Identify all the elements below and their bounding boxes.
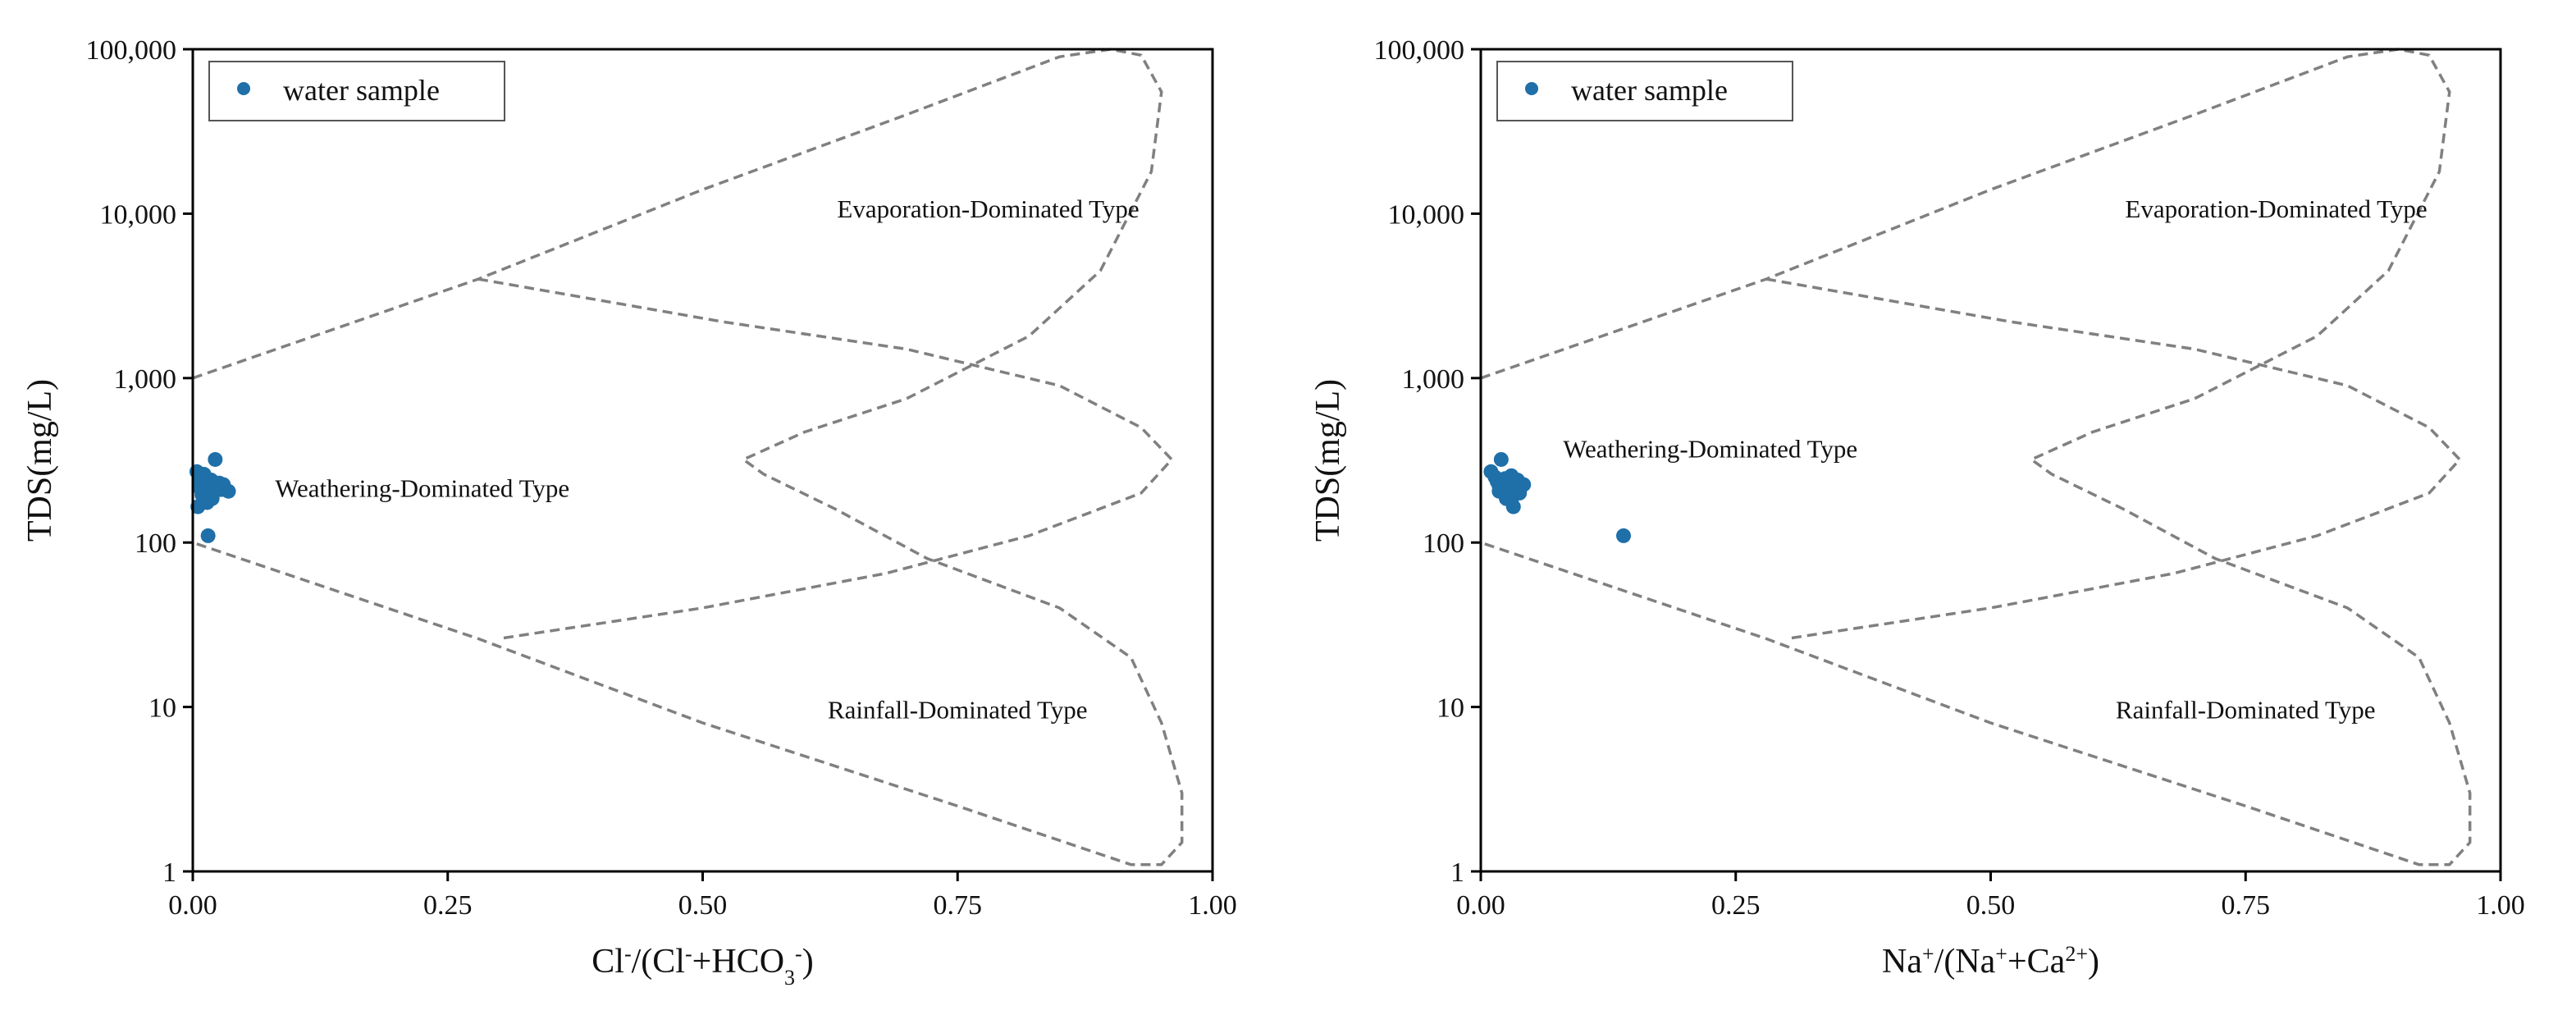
y-tick-label: 100 bbox=[1423, 528, 1464, 559]
x-title-part: /(Na bbox=[1934, 943, 1996, 981]
boundary-outer-curve bbox=[1480, 48, 2472, 866]
x-tick-label: 1.00 bbox=[2476, 890, 2525, 921]
plot-frame-left bbox=[191, 48, 1214, 873]
data-point bbox=[221, 483, 236, 499]
boundary-inner-curve bbox=[1765, 277, 2462, 641]
y-tick-label: 1 bbox=[1450, 857, 1464, 888]
x-title-sub: 3 bbox=[784, 966, 795, 990]
y-tick-label: 10 bbox=[1436, 693, 1464, 724]
data-point bbox=[194, 487, 210, 503]
x-tick-label: 0.75 bbox=[2222, 890, 2271, 921]
x-title-part: +HCO bbox=[692, 943, 784, 981]
x-axis-title-left: Cl-/(Cl-+HCO3-) bbox=[591, 942, 813, 990]
x-title-sup: + bbox=[1922, 942, 1934, 966]
x-tick-label: 0.50 bbox=[678, 890, 728, 921]
chart-panel-right: 0.00 0.25 0.50 0.75 1.00 1 10 100 1,000 10,000 10… bbox=[1288, 0, 2576, 1015]
scatter-points-right bbox=[1483, 451, 1632, 543]
x-tick-label: 1.00 bbox=[1188, 890, 1237, 921]
x-title-sup: + bbox=[1995, 942, 2007, 966]
legend-box-left bbox=[208, 61, 505, 121]
x-title-sup: 2+ bbox=[2065, 942, 2088, 966]
data-point bbox=[1501, 480, 1517, 496]
chart-svg-right: 0.00 0.25 0.50 0.75 1.00 1 10 100 1,000 10,000 10… bbox=[1309, 35, 2525, 981]
x-tick-label: 0.75 bbox=[934, 890, 983, 921]
data-point bbox=[208, 451, 223, 467]
scatter-points-left bbox=[189, 451, 236, 543]
x-title-part: Na bbox=[1882, 943, 1922, 981]
x-tick-label: 0.50 bbox=[1966, 890, 2016, 921]
weathering-label-right: Weathering-Dominated Type bbox=[1563, 434, 1857, 463]
y-tick-label: 1,000 bbox=[114, 364, 177, 395]
boundary-outer-curve bbox=[192, 48, 1184, 866]
x-title-part: ) bbox=[2088, 943, 2099, 981]
legend-box-right bbox=[1496, 61, 1793, 121]
x-title-part: Cl bbox=[591, 943, 624, 981]
x-tick-label: 0.25 bbox=[1711, 890, 1761, 921]
gibbs-boundary-left bbox=[192, 48, 1184, 866]
data-point bbox=[1493, 451, 1509, 467]
y-tick-label: 1 bbox=[162, 857, 176, 888]
legend-label-right: water sample bbox=[1571, 74, 1728, 107]
y-tick-label: 10,000 bbox=[100, 199, 177, 230]
data-point bbox=[1504, 468, 1519, 483]
x-title-part: +Ca bbox=[2007, 943, 2066, 981]
x-title-part: /(Cl bbox=[632, 943, 685, 981]
chart-panel-left: 0.00 0.25 0.50 0.75 1.00 1 10 100 1,000 10,000 10… bbox=[21, 35, 1237, 990]
rainfall-label-left: Rainfall-Dominated Type bbox=[828, 696, 1088, 725]
x-title-sup: - bbox=[624, 942, 632, 966]
legend-marker-right bbox=[1525, 82, 1538, 95]
evaporation-label-right: Evaporation-Dominated Type bbox=[2125, 194, 2427, 223]
y-ticks-right: 1 10 100 1,000 10,000 100,000 bbox=[1374, 35, 1481, 888]
y-axis-title-right: TDS(mg/L) bbox=[1309, 379, 1347, 542]
y-tick-label: 10,000 bbox=[1388, 199, 1465, 230]
legend-right: water sample bbox=[1496, 61, 1793, 121]
evaporation-label-left: Evaporation-Dominated Type bbox=[837, 194, 1139, 223]
weathering-label-left: Weathering-Dominated Type bbox=[275, 473, 569, 502]
boundary-inner-curve bbox=[477, 277, 1174, 641]
data-point bbox=[190, 499, 206, 514]
y-tick-label: 1,000 bbox=[1402, 364, 1465, 395]
y-tick-label: 100 bbox=[135, 528, 176, 559]
gibbs-boundary-right bbox=[1480, 48, 2472, 866]
rainfall-label-right: Rainfall-Dominated Type bbox=[2116, 696, 2376, 725]
x-tick-label: 0.00 bbox=[168, 890, 217, 921]
data-point bbox=[200, 528, 216, 543]
x-title-sup: - bbox=[795, 942, 802, 966]
y-tick-label: 10 bbox=[148, 693, 176, 724]
x-tick-label: 0.00 bbox=[1456, 890, 1505, 921]
x-title-sup: - bbox=[685, 942, 692, 966]
data-point bbox=[1616, 528, 1632, 543]
legend-left: water sample bbox=[208, 61, 505, 121]
legend-marker-left bbox=[237, 82, 250, 95]
y-axis-title-left: TDS(mg/L) bbox=[21, 379, 59, 542]
x-title-part: ) bbox=[802, 943, 814, 981]
y-tick-label: 100,000 bbox=[86, 35, 177, 66]
x-tick-label: 0.25 bbox=[423, 890, 473, 921]
data-point bbox=[1516, 477, 1532, 492]
chart-svg-left: 0.00 0.25 0.50 0.75 1.00 1 10 100 1,000 10,000 10… bbox=[21, 35, 1237, 990]
y-tick-label: 100,000 bbox=[1374, 35, 1465, 66]
x-ticks-right: 0.00 0.25 0.50 0.75 1.00 bbox=[1456, 871, 2525, 921]
x-axis-title-right: Na+/(Na++Ca2+) bbox=[1882, 942, 2099, 981]
x-ticks-left: 0.00 0.25 0.50 0.75 1.00 bbox=[168, 871, 1237, 921]
y-ticks-left: 1 10 100 1,000 10,000 100,000 bbox=[86, 35, 193, 888]
data-point bbox=[196, 467, 212, 482]
legend-label-left: water sample bbox=[283, 74, 440, 107]
